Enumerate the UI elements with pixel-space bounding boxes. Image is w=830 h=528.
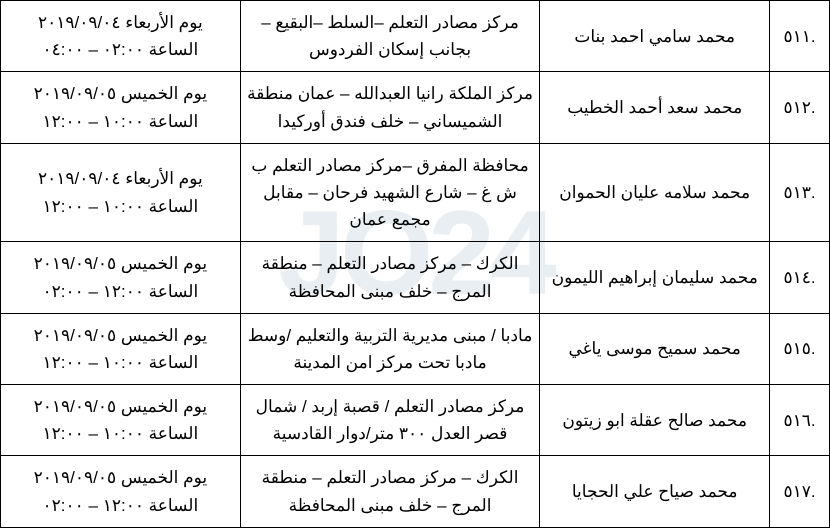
row-datetime: يوم الخميس ٢٠١٩/٠٩/٠٥ الساعة ١٠:٠٠ – ١٢:… bbox=[1, 385, 241, 456]
table-body: .٥١١ محمد سامي احمد بنات مركز مصادر التع… bbox=[1, 1, 830, 528]
row-day: يوم الأربعاء ٢٠١٩/٠٩/٠٤ bbox=[7, 165, 234, 192]
row-datetime: يوم الأربعاء ٢٠١٩/٠٩/٠٤ الساعة ٠٢:٠٠ – ٠… bbox=[1, 1, 241, 72]
row-name: محمد سعد أحمد الخطيب bbox=[540, 72, 770, 143]
table-row: .٥١٣ محمد سلامه عليان الحموان محافظة الم… bbox=[1, 143, 830, 242]
row-location: الكرك – مركز مصادر التعلم – منطقة المرج … bbox=[240, 456, 540, 527]
row-day: يوم الخميس ٢٠١٩/٠٩/٠٥ bbox=[7, 250, 234, 277]
row-id: .٥١٥ bbox=[770, 313, 830, 384]
row-id: .٥١٤ bbox=[770, 242, 830, 313]
row-name: محمد سامي احمد بنات bbox=[540, 1, 770, 72]
row-time: الساعة ١٠:٠٠ – ١٢:٠٠ bbox=[7, 193, 234, 220]
schedule-table: .٥١١ محمد سامي احمد بنات مركز مصادر التع… bbox=[0, 0, 830, 528]
row-name: محمد سليمان إبراهيم الليمون bbox=[540, 242, 770, 313]
row-id: .٥١٣ bbox=[770, 143, 830, 242]
row-location: مركز الملكة رانيا العبدالله – عمان منطقة… bbox=[240, 72, 540, 143]
row-datetime: يوم الخميس ٢٠١٩/٠٩/٠٥ الساعة ١٠:٠٠ – ١٢:… bbox=[1, 72, 241, 143]
row-id: .٥١١ bbox=[770, 1, 830, 72]
row-id: .٥١٦ bbox=[770, 385, 830, 456]
row-time: الساعة ١٠:٠٠ – ١٢:٠٠ bbox=[7, 420, 234, 447]
row-day: يوم الخميس ٢٠١٩/٠٩/٠٥ bbox=[7, 80, 234, 107]
row-time: الساعة ١٢:٠٠ – ٠٢:٠٠ bbox=[7, 278, 234, 305]
row-datetime: يوم الأربعاء ٢٠١٩/٠٩/٠٤ الساعة ١٠:٠٠ – ١… bbox=[1, 143, 241, 242]
table-row: .٥١٢ محمد سعد أحمد الخطيب مركز الملكة را… bbox=[1, 72, 830, 143]
row-location: محافظة المفرق –مركز مصادر التعلم ب ش غ –… bbox=[240, 143, 540, 242]
row-location: مادبا / مبنى مديرية التربية والتعليم /وس… bbox=[240, 313, 540, 384]
table-row: .٥١١ محمد سامي احمد بنات مركز مصادر التع… bbox=[1, 1, 830, 72]
table-row: .٥١٦ محمد صالح عقلة ابو زيتون مركز مصادر… bbox=[1, 385, 830, 456]
row-name: محمد سلامه عليان الحموان bbox=[540, 143, 770, 242]
table-row: .٥١٧ محمد صياح علي الحجايا الكرك – مركز … bbox=[1, 456, 830, 527]
row-datetime: يوم الخميس ٢٠١٩/٠٩/٠٥ الساعة ١٠:٠٠ – ١٢:… bbox=[1, 313, 241, 384]
row-datetime: يوم الخميس ٢٠١٩/٠٩/٠٥ الساعة ١٢:٠٠ – ٠٢:… bbox=[1, 242, 241, 313]
row-time: الساعة ٠٢:٠٠ – ٠٤:٠٠ bbox=[7, 36, 234, 63]
row-day: يوم الخميس ٢٠١٩/٠٩/٠٥ bbox=[7, 393, 234, 420]
row-datetime: يوم الخميس ٢٠١٩/٠٩/٠٥ الساعة ١٢:٠٠ – ٠٢:… bbox=[1, 456, 241, 527]
table-row: .٥١٤ محمد سليمان إبراهيم الليمون الكرك –… bbox=[1, 242, 830, 313]
row-location: مركز مصادر التعلم –السلط –البقيع –بجانب … bbox=[240, 1, 540, 72]
row-day: يوم الأربعاء ٢٠١٩/٠٩/٠٤ bbox=[7, 9, 234, 36]
row-id: .٥١٢ bbox=[770, 72, 830, 143]
row-name: محمد صالح عقلة ابو زيتون bbox=[540, 385, 770, 456]
row-id: .٥١٧ bbox=[770, 456, 830, 527]
row-time: الساعة ١٢:٠٠ – ٠٢:٠٠ bbox=[7, 492, 234, 519]
table-row: .٥١٥ محمد سميح موسى ياغي مادبا / مبنى مد… bbox=[1, 313, 830, 384]
row-name: محمد سميح موسى ياغي bbox=[540, 313, 770, 384]
row-location: مركز مصادر التعلم / قصبة إربد / شمال قصر… bbox=[240, 385, 540, 456]
row-day: يوم الخميس ٢٠١٩/٠٩/٠٥ bbox=[7, 322, 234, 349]
row-name: محمد صياح علي الحجايا bbox=[540, 456, 770, 527]
row-day: يوم الخميس ٢٠١٩/٠٩/٠٥ bbox=[7, 464, 234, 491]
row-time: الساعة ١٠:٠٠ – ١٢:٠٠ bbox=[7, 349, 234, 376]
row-time: الساعة ١٠:٠٠ – ١٢:٠٠ bbox=[7, 108, 234, 135]
row-location: الكرك – مركز مصادر التعلم – منطقة المرج … bbox=[240, 242, 540, 313]
